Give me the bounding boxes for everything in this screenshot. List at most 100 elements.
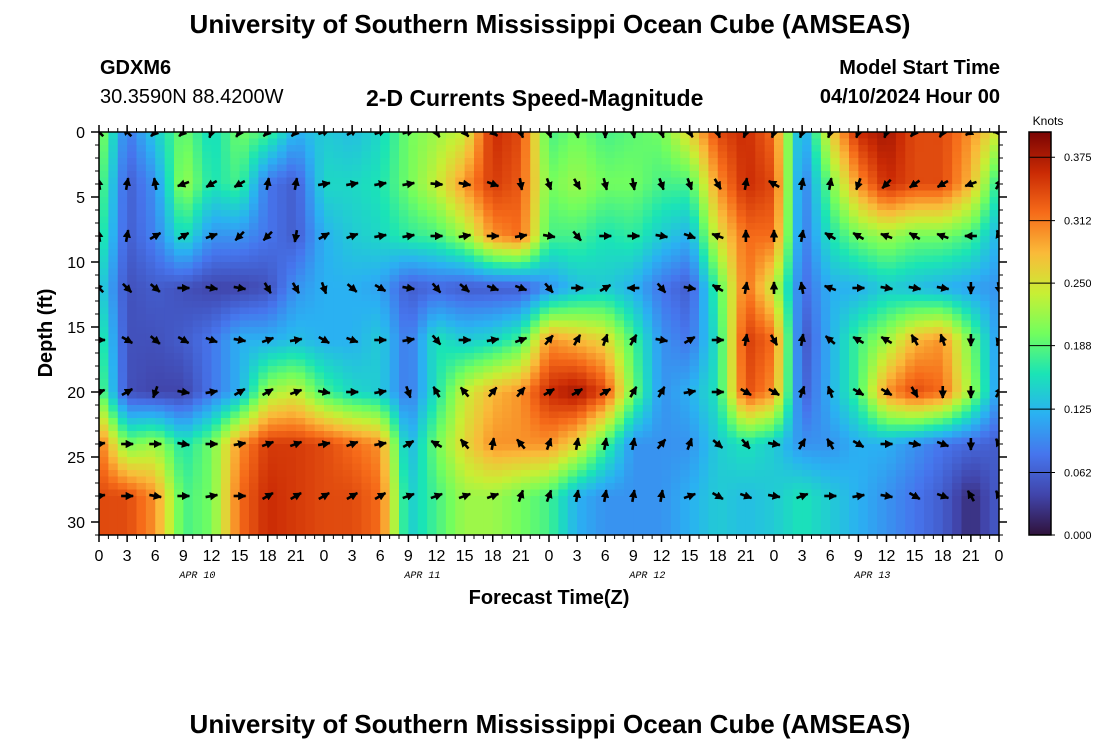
- heatmap-cell: [595, 405, 606, 413]
- heatmap-cell: [389, 320, 400, 328]
- heatmap-cell: [727, 392, 738, 400]
- heatmap-cell: [145, 307, 156, 315]
- heatmap-cell: [567, 203, 578, 211]
- heatmap-cell: [595, 366, 606, 374]
- heatmap-cell: [305, 301, 316, 309]
- heatmap-cell: [624, 249, 634, 257]
- heatmap-cell: [895, 294, 906, 302]
- heatmap-cell: [202, 255, 213, 263]
- heatmap-cell: [642, 398, 653, 406]
- heatmap-cell: [380, 210, 391, 218]
- heatmap-cell: [492, 171, 503, 179]
- heatmap-cell: [736, 236, 747, 244]
- heatmap-cell: [783, 242, 794, 250]
- heatmap-cell: [117, 411, 128, 419]
- heatmap-cell: [474, 171, 484, 179]
- heatmap-cell: [680, 171, 691, 179]
- heatmap-cell: [295, 379, 306, 387]
- heatmap-cell: [249, 203, 259, 211]
- heatmap-cell: [127, 398, 138, 406]
- heatmap-cell: [567, 437, 578, 445]
- heatmap-cell: [145, 392, 156, 400]
- heatmap-cell: [858, 346, 869, 354]
- heatmap-cell: [520, 327, 531, 335]
- heatmap-cell: [389, 424, 400, 432]
- heatmap-cell: [305, 203, 316, 211]
- heatmap-cell: [286, 463, 297, 471]
- heatmap-cell: [530, 151, 541, 159]
- heatmap-cell: [811, 132, 822, 140]
- heatmap-cell: [717, 268, 728, 276]
- heatmap-cell: [642, 431, 653, 439]
- heatmap-cell: [961, 242, 972, 250]
- heatmap-cell: [258, 437, 269, 445]
- heatmap-cell: [127, 359, 138, 367]
- heatmap-cell: [642, 294, 653, 302]
- heatmap-cell: [783, 346, 794, 354]
- heatmap-cell: [708, 366, 719, 374]
- heatmap-cell: [783, 353, 794, 361]
- heatmap-cell: [361, 197, 372, 205]
- heatmap-cell: [192, 216, 203, 224]
- heatmap-cell: [539, 431, 550, 439]
- heatmap-cell: [755, 463, 766, 471]
- heatmap-cell: [820, 190, 831, 198]
- heatmap-cell: [511, 203, 522, 211]
- heatmap-cell: [417, 366, 428, 374]
- heatmap-cell: [914, 242, 925, 250]
- heatmap-cell: [155, 392, 166, 400]
- heatmap-cell: [755, 197, 766, 205]
- heatmap-cell: [895, 275, 906, 283]
- heatmap-cell: [464, 353, 475, 361]
- heatmap-cell: [839, 411, 850, 419]
- heatmap-cell: [324, 190, 334, 198]
- heatmap-cell: [230, 431, 241, 439]
- heatmap-cell: [736, 340, 747, 348]
- heatmap-cell: [933, 138, 944, 146]
- heatmap-cell: [108, 177, 119, 185]
- heatmap-cell: [520, 392, 531, 400]
- heatmap-cell: [717, 457, 728, 465]
- heatmap-cell: [492, 288, 503, 296]
- heatmap-cell: [867, 184, 878, 192]
- heatmap-cell: [961, 138, 972, 146]
- heatmap-cell: [895, 177, 906, 185]
- heatmap-cell: [980, 411, 991, 419]
- heatmap-cell: [595, 255, 606, 263]
- heatmap-cell: [839, 171, 850, 179]
- heatmap-cell: [145, 398, 156, 406]
- heatmap-cell: [680, 444, 691, 452]
- heatmap-cell: [352, 294, 363, 302]
- heatmap-cell: [117, 190, 128, 198]
- heatmap-cell: [802, 177, 813, 185]
- heatmap-cell: [202, 275, 213, 283]
- heatmap-cell: [211, 223, 222, 231]
- heatmap-cell: [436, 398, 447, 406]
- heatmap-cell: [277, 340, 288, 348]
- heatmap-cell: [820, 268, 831, 276]
- heatmap-cell: [267, 346, 278, 354]
- heatmap-cell: [408, 301, 419, 309]
- heatmap-cell: [577, 405, 588, 413]
- heatmap-cell: [820, 398, 831, 406]
- heatmap-cell: [389, 158, 400, 166]
- heatmap-cell: [314, 457, 325, 465]
- heatmap-cell: [895, 366, 906, 374]
- heatmap-cell: [445, 333, 456, 341]
- heatmap-cell: [642, 184, 653, 192]
- heatmap-cell: [211, 463, 222, 471]
- heatmap-cell: [642, 210, 653, 218]
- heatmap-cell: [980, 151, 991, 159]
- heatmap-cell: [520, 236, 531, 244]
- heatmap-cell: [520, 242, 531, 250]
- heatmap-cell: [558, 210, 569, 218]
- heatmap-cell: [652, 262, 663, 270]
- heatmap-cell: [333, 138, 344, 146]
- heatmap-cell: [108, 379, 119, 387]
- heatmap-cell: [445, 379, 456, 387]
- heatmap-cell: [877, 223, 888, 231]
- heatmap-cell: [764, 223, 775, 231]
- heatmap-cell: [211, 450, 222, 458]
- heatmap-cell: [745, 268, 756, 276]
- heatmap-cell: [342, 411, 353, 419]
